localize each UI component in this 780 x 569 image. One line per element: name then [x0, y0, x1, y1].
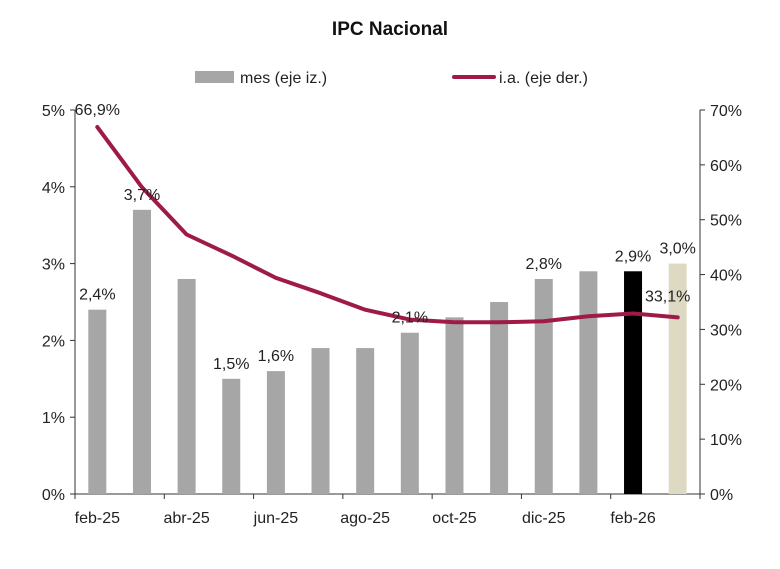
y-right-tick-label: 20%	[710, 377, 742, 394]
data-label: 2,8%	[526, 256, 562, 273]
y-right-tick-label: 30%	[710, 322, 742, 339]
line-series	[95, 125, 680, 325]
bar-mar-26	[668, 263, 687, 494]
x-axis: feb-25 abr-25 jun-25 ago-25 oct-25 dic-25 feb-…	[74, 493, 701, 527]
data-label: 1,5%	[213, 356, 249, 373]
data-label: 1,6%	[258, 348, 294, 365]
legend-label-line: i.a. (eje der.)	[499, 70, 588, 87]
y-right-tick-label: 60%	[710, 158, 742, 175]
x-tick-label: ago-25	[340, 510, 390, 527]
bar-ago-25	[356, 348, 375, 494]
bar-mar-25	[132, 209, 151, 494]
legend-swatch-bars	[195, 71, 234, 83]
data-label: 66,9%	[75, 102, 120, 119]
bar-oct-25	[445, 317, 464, 494]
x-tick-label: jun-25	[253, 510, 299, 527]
bar-jul-25	[311, 348, 330, 494]
data-label: 3,7%	[124, 187, 160, 204]
y-right-tick-label: 70%	[710, 103, 742, 120]
x-tick-label: feb-25	[75, 510, 120, 527]
data-label: 3,0%	[659, 241, 695, 258]
bar-nov-25	[490, 302, 509, 494]
data-labels: 2,4% 3,7% 1,5% 1,6% 2,1% 2,8% 2,9% 3,0% 66,9% 33,…	[75, 102, 696, 373]
y-left-tick-label: 4%	[42, 180, 65, 197]
y-left-tick-label: 2%	[42, 333, 65, 350]
bar-feb-26	[624, 271, 643, 494]
y-left-tick-label: 3%	[42, 257, 65, 274]
data-label: 33,1%	[645, 288, 690, 305]
x-tick-label: oct-25	[432, 510, 477, 527]
legend: mes (eje iz.) i.a. (eje der.)	[195, 70, 588, 87]
chart-title: IPC Nacional	[332, 19, 448, 40]
x-tick-label: feb-26	[610, 510, 655, 527]
y-axis-left: 0% 1% 2% 3% 4% 5%	[42, 103, 76, 504]
data-label: 2,1%	[392, 310, 428, 327]
bar-jun-25	[266, 371, 285, 494]
bar-dic-25	[534, 278, 553, 494]
x-tick-label: dic-25	[522, 510, 566, 527]
x-tick-label: abr-25	[163, 510, 209, 527]
bar-abr-25	[177, 278, 196, 494]
y-left-tick-label: 5%	[42, 103, 65, 120]
line-ia	[95, 125, 680, 325]
y-right-tick-label: 50%	[710, 213, 742, 230]
y-left-tick-label: 1%	[42, 410, 65, 427]
data-label: 2,4%	[79, 287, 115, 304]
y-right-tick-label: 0%	[710, 487, 733, 504]
bar-ene-26	[579, 271, 598, 494]
bar-series	[88, 209, 687, 494]
bar-feb-25	[88, 309, 107, 494]
y-left-tick-label: 0%	[42, 487, 65, 504]
legend-label-bars: mes (eje iz.)	[240, 70, 327, 87]
y-axis-right: 0% 10% 20% 30% 40% 50% 60% 70%	[699, 103, 742, 504]
bar-sep-25	[400, 332, 419, 494]
y-right-tick-label: 10%	[710, 432, 742, 449]
y-right-tick-label: 40%	[710, 268, 742, 285]
data-label: 2,9%	[615, 248, 651, 265]
bar-may-25	[222, 378, 241, 494]
